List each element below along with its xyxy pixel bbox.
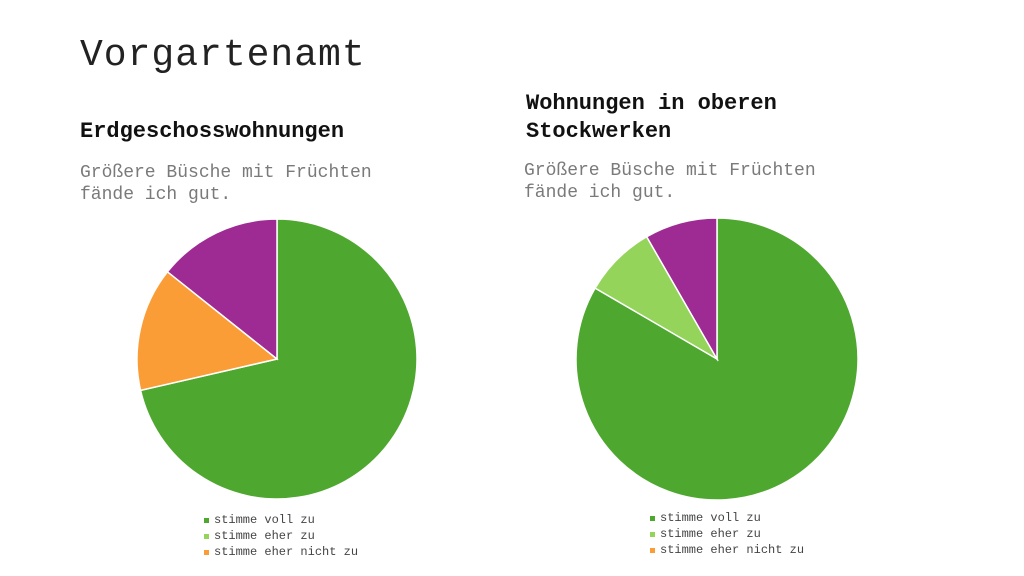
legend-swatch [204,549,209,555]
legend-obere-stockwerke: stimme voll zu stimme eher zu stimme eher … [650,510,804,558]
chart-1-subtitle: Größere Büsche mit Früchten fände ich gu… [80,163,372,205]
legend-swatch [204,517,209,523]
legend-label: stimme eher nicht zu [660,543,805,557]
legend-swatch [650,547,655,553]
legend-item-stimme-eher-zu: stimme eher zu [204,528,358,544]
legend-label: stimme eher zu [660,527,761,541]
chart-2-subtitle: Größere Büsche mit Früchten fände ich gu… [524,161,816,203]
pie-chart-erdgeschoss [136,218,418,500]
legend-item-stimme-eher-nicht-zu: stimme eher nicht zu [204,544,358,560]
legend-erdgeschoss: stimme voll zu stimme eher zu stimme eher … [204,512,358,560]
pie-slice-stimme-eher-nicht-zu [136,270,279,392]
legend-label: stimme eher nicht zu [214,545,359,559]
chart-1-title: Erdgeschosswohnungen [80,119,345,144]
slide-title: Vorgartenamt [80,34,366,77]
pie-slice-unlabeled-2 [166,218,278,361]
legend-label: stimme voll zu [660,511,761,525]
legend-label: stimme voll zu [214,513,315,527]
pie-chart-obere-stockwerke [575,217,859,501]
legend-item-stimme-eher-nicht-zu: stimme eher nicht zu [650,542,804,558]
legend-item-stimme-voll-zu: stimme voll zu [650,510,804,526]
legend-item-stimme-voll-zu: stimme voll zu [204,512,358,528]
legend-swatch [650,515,655,521]
legend-label: stimme eher zu [214,529,315,543]
pie-slice-stimme-voll-zu [139,218,418,500]
legend-swatch [204,533,209,539]
pie-slice-unlabeled-2 [645,217,718,362]
legend-item-stimme-eher-zu: stimme eher zu [650,526,804,542]
chart-2-title: Wohnungen in oberen Stockwerken [526,91,777,144]
legend-swatch [650,531,655,537]
